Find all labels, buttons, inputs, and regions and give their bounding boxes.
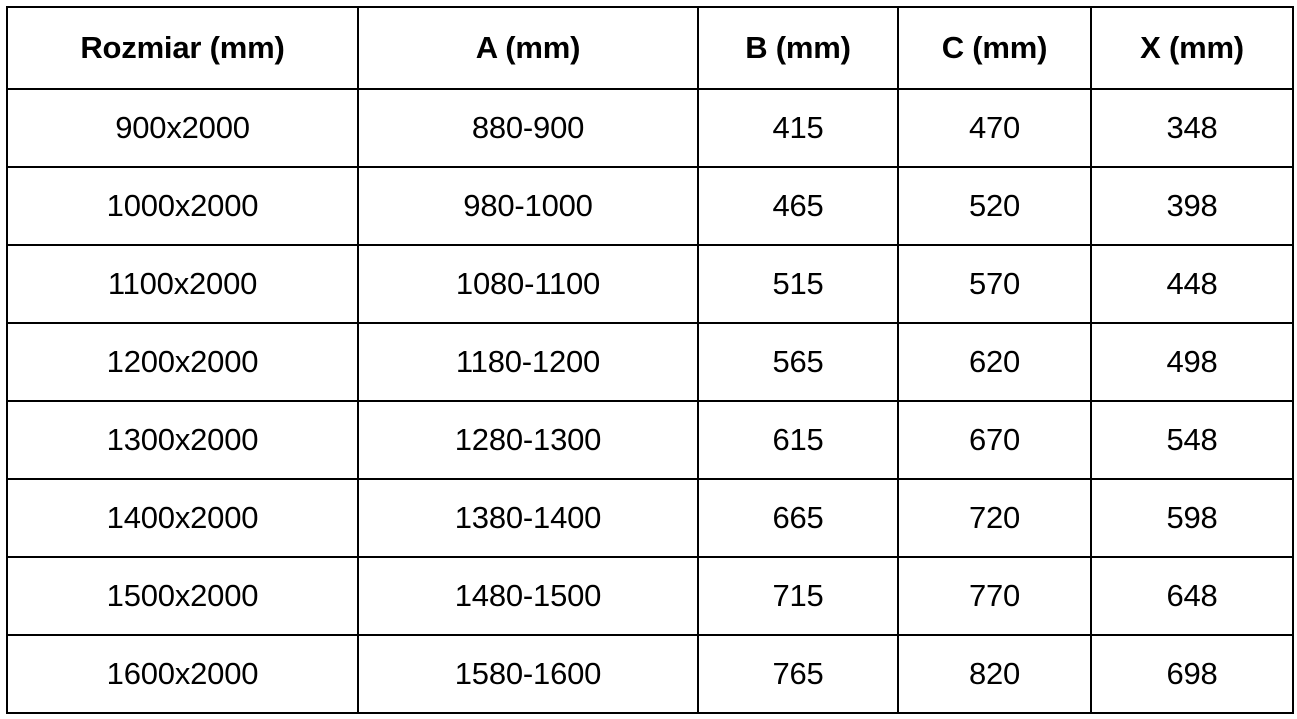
cell-x: 498 bbox=[1090, 322, 1294, 402]
cell-b: 465 bbox=[697, 166, 899, 246]
cell-b: 665 bbox=[697, 478, 899, 558]
cell-c: 520 bbox=[897, 166, 1092, 246]
cell-size: 900x2000 bbox=[6, 88, 359, 168]
table-row: 1000x2000 980-1000 465 520 398 bbox=[6, 166, 1294, 246]
cell-size: 1500x2000 bbox=[6, 556, 359, 636]
cell-a: 980-1000 bbox=[357, 166, 699, 246]
cell-b: 615 bbox=[697, 400, 899, 480]
cell-size: 1600x2000 bbox=[6, 634, 359, 714]
cell-x: 698 bbox=[1090, 634, 1294, 714]
size-specification-table: Rozmiar (mm) A (mm) B (mm) C (mm) X (mm)… bbox=[6, 6, 1294, 714]
cell-x: 598 bbox=[1090, 478, 1294, 558]
cell-x: 398 bbox=[1090, 166, 1294, 246]
table-row: 900x2000 880-900 415 470 348 bbox=[6, 88, 1294, 168]
table-body: 900x2000 880-900 415 470 348 1000x2000 9… bbox=[6, 88, 1294, 714]
column-header-a: A (mm) bbox=[357, 6, 699, 90]
cell-size: 1400x2000 bbox=[6, 478, 359, 558]
cell-b: 715 bbox=[697, 556, 899, 636]
cell-b: 765 bbox=[697, 634, 899, 714]
cell-c: 670 bbox=[897, 400, 1092, 480]
table-row: 1400x2000 1380-1400 665 720 598 bbox=[6, 478, 1294, 558]
cell-a: 1380-1400 bbox=[357, 478, 699, 558]
cell-c: 720 bbox=[897, 478, 1092, 558]
cell-x: 348 bbox=[1090, 88, 1294, 168]
cell-size: 1100x2000 bbox=[6, 244, 359, 324]
table-row: 1100x2000 1080-1100 515 570 448 bbox=[6, 244, 1294, 324]
spec-table-container: Rozmiar (mm) A (mm) B (mm) C (mm) X (mm)… bbox=[6, 6, 1294, 714]
cell-c: 470 bbox=[897, 88, 1092, 168]
cell-size: 1300x2000 bbox=[6, 400, 359, 480]
table-row: 1200x2000 1180-1200 565 620 498 bbox=[6, 322, 1294, 402]
cell-c: 820 bbox=[897, 634, 1092, 714]
table-header-row: Rozmiar (mm) A (mm) B (mm) C (mm) X (mm) bbox=[6, 6, 1294, 90]
table-row: 1500x2000 1480-1500 715 770 648 bbox=[6, 556, 1294, 636]
column-header-rozmiar: Rozmiar (mm) bbox=[6, 6, 359, 90]
cell-a: 1480-1500 bbox=[357, 556, 699, 636]
cell-c: 570 bbox=[897, 244, 1092, 324]
cell-b: 565 bbox=[697, 322, 899, 402]
cell-b: 515 bbox=[697, 244, 899, 324]
cell-a: 1580-1600 bbox=[357, 634, 699, 714]
cell-size: 1200x2000 bbox=[6, 322, 359, 402]
cell-x: 548 bbox=[1090, 400, 1294, 480]
table-row: 1300x2000 1280-1300 615 670 548 bbox=[6, 400, 1294, 480]
table-header: Rozmiar (mm) A (mm) B (mm) C (mm) X (mm) bbox=[6, 6, 1294, 90]
cell-x: 448 bbox=[1090, 244, 1294, 324]
column-header-b: B (mm) bbox=[697, 6, 899, 90]
cell-c: 620 bbox=[897, 322, 1092, 402]
cell-a: 1180-1200 bbox=[357, 322, 699, 402]
cell-size: 1000x2000 bbox=[6, 166, 359, 246]
cell-b: 415 bbox=[697, 88, 899, 168]
table-row: 1600x2000 1580-1600 765 820 698 bbox=[6, 634, 1294, 714]
cell-c: 770 bbox=[897, 556, 1092, 636]
cell-a: 1080-1100 bbox=[357, 244, 699, 324]
column-header-x: X (mm) bbox=[1090, 6, 1294, 90]
cell-x: 648 bbox=[1090, 556, 1294, 636]
cell-a: 1280-1300 bbox=[357, 400, 699, 480]
cell-a: 880-900 bbox=[357, 88, 699, 168]
column-header-c: C (mm) bbox=[897, 6, 1092, 90]
